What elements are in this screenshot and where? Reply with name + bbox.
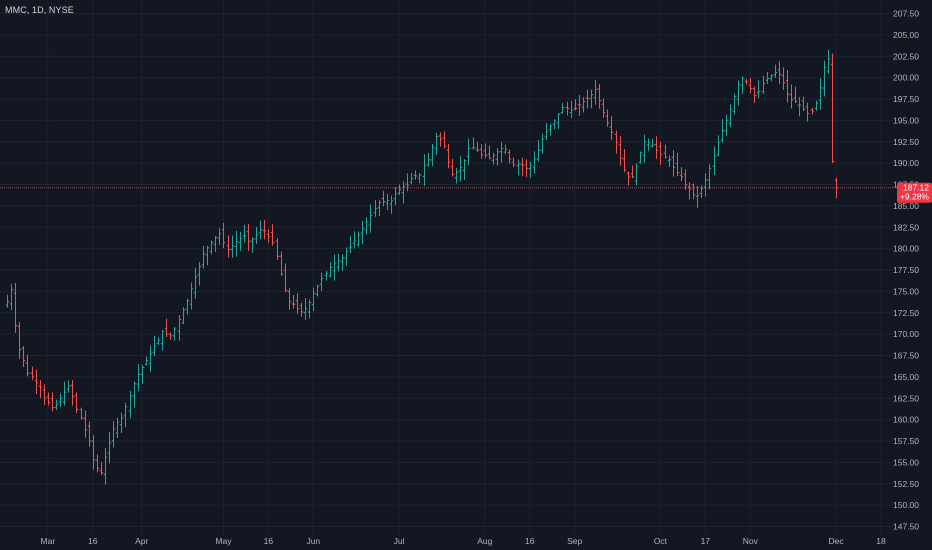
y-tick-label: 197.50 [893, 94, 919, 104]
y-tick-label: 147.50 [893, 522, 919, 532]
y-tick-label: 182.50 [893, 222, 919, 232]
last-price-value: 187.12 [903, 183, 929, 193]
y-tick-label: 202.50 [893, 51, 919, 61]
x-tick-label: Oct [654, 536, 668, 546]
x-tick-label: 17 [701, 536, 711, 546]
x-tick-label: May [215, 536, 232, 546]
x-tick-label: Sep [567, 536, 582, 546]
y-tick-label: 192.50 [893, 137, 919, 147]
x-tick-label: Mar [41, 536, 56, 546]
x-tick-label: 16 [264, 536, 274, 546]
last-price-change: +9.28% [900, 192, 930, 202]
y-tick-label: 170.00 [893, 329, 919, 339]
x-tick-label: Dec [828, 536, 844, 546]
y-tick-label: 195.00 [893, 115, 919, 125]
x-tick-label: Apr [135, 536, 148, 546]
x-tick-label: 18 [876, 536, 886, 546]
y-tick-label: 167.50 [893, 351, 919, 361]
y-tick-label: 200.00 [893, 73, 919, 83]
y-tick-label: 185.00 [893, 201, 919, 211]
y-tick-label: 160.00 [893, 415, 919, 425]
x-tick-label: 16 [88, 536, 98, 546]
y-tick-label: 150.00 [893, 500, 919, 510]
y-tick-label: 162.50 [893, 393, 919, 403]
y-tick-label: 172.50 [893, 308, 919, 318]
y-tick-label: 207.50 [893, 9, 919, 19]
last-price-tag [897, 182, 932, 203]
y-tick-label: 157.50 [893, 436, 919, 446]
y-tick-label: 175.00 [893, 286, 919, 296]
x-tick-label: 16 [525, 536, 535, 546]
x-tick-label: Aug [477, 536, 492, 546]
x-tick-label: Jul [394, 536, 405, 546]
x-tick-label: Nov [743, 536, 759, 546]
y-tick-label: 190.00 [893, 158, 919, 168]
y-tick-label: 155.00 [893, 457, 919, 467]
y-tick-label: 177.50 [893, 265, 919, 275]
y-tick-label: 152.50 [893, 479, 919, 489]
y-tick-label: 180.00 [893, 244, 919, 254]
y-tick-label: 205.00 [893, 30, 919, 40]
symbol-title: MMC, 1D, NYSE [5, 5, 74, 15]
x-tick-label: Jun [306, 536, 320, 546]
y-tick-label: 165.00 [893, 372, 919, 382]
